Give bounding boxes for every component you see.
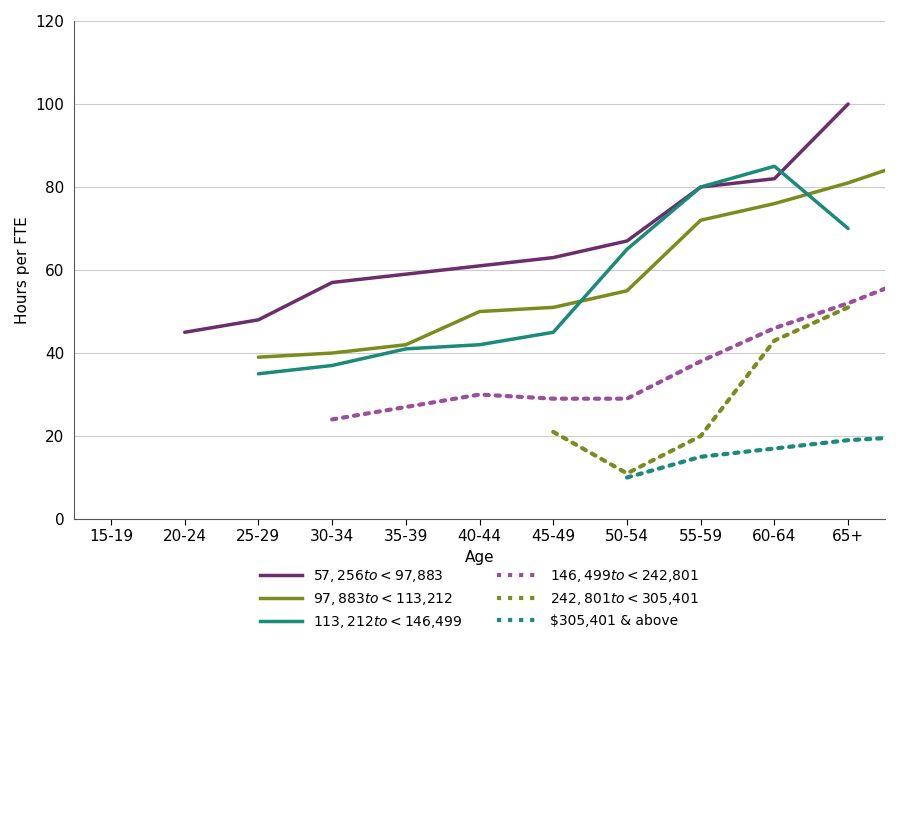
Legend: $57,256 to <$97,883, $97,883 to <$113,212, $113,212 to <$146,499, $146,499 to <$: $57,256 to <$97,883, $97,883 to <$113,21… [253,561,706,637]
X-axis label: Age: Age [464,550,494,565]
Y-axis label: Hours per FTE: Hours per FTE [15,216,30,324]
